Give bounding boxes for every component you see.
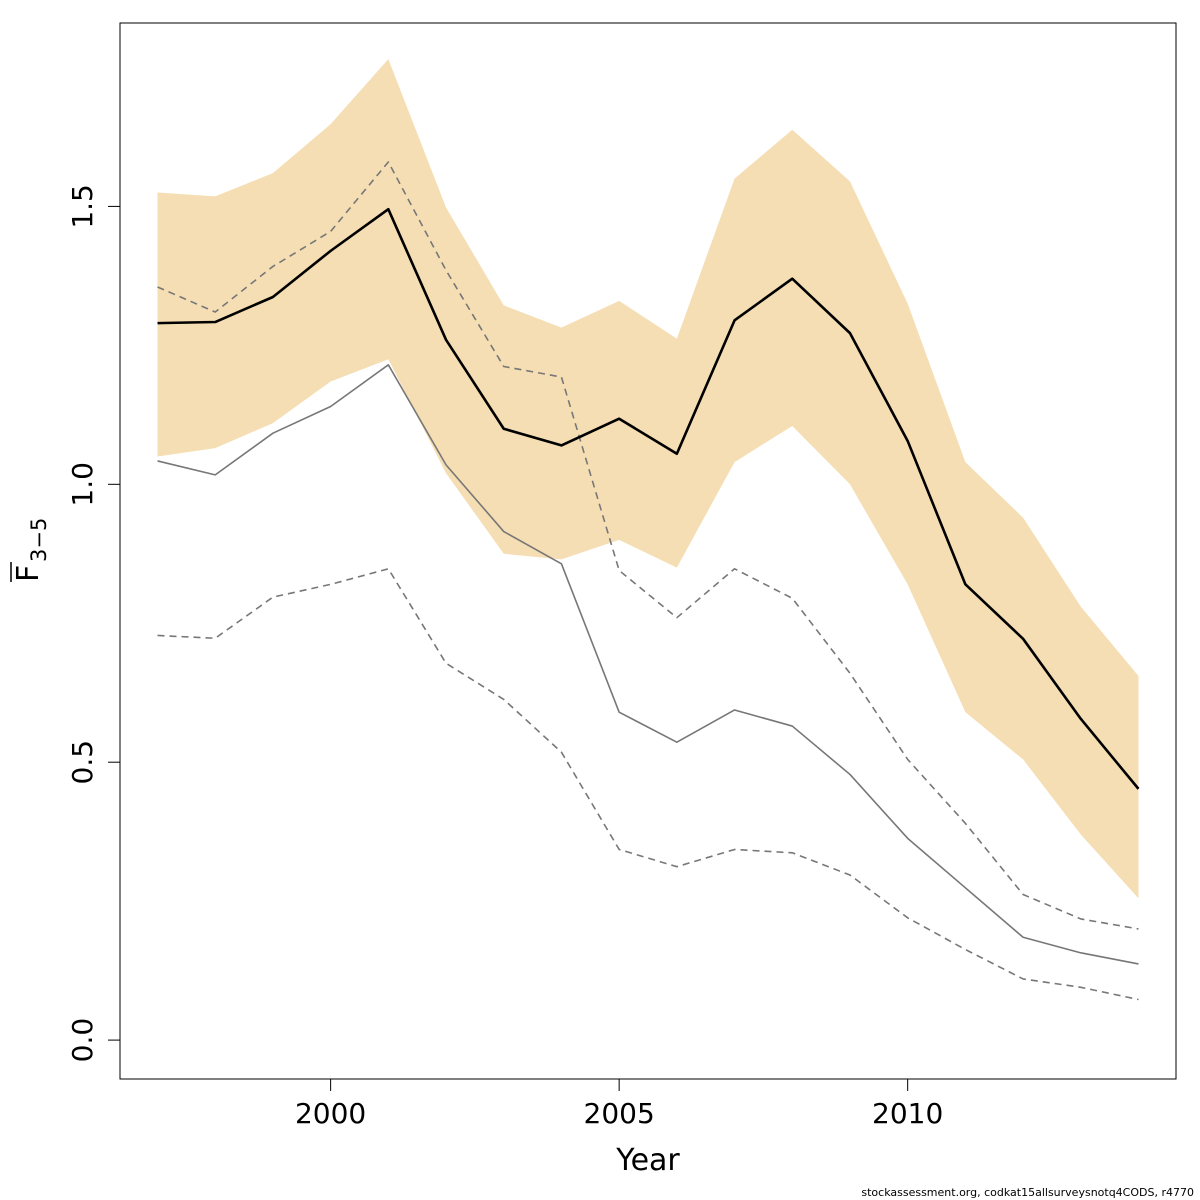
y-axis-title-subscript: 3−5 <box>27 518 51 562</box>
confidence-band <box>157 59 1139 899</box>
comparison-upper-dashed-line <box>157 161 1139 930</box>
y-axis-title: F 3−5 <box>10 518 51 582</box>
x-tick-label: 2005 <box>584 1097 655 1130</box>
y-tick-label: 0.0 <box>66 1018 99 1063</box>
footer-source: stockassessment.org, codkat15allsurveysn… <box>861 1186 1194 1199</box>
plot-area <box>157 59 1140 1001</box>
comparison-estimate-line <box>157 364 1139 965</box>
y-axis-title-main: F <box>11 565 46 582</box>
x-axis-title: Year <box>615 1143 680 1178</box>
axes: 2000 2005 2010 0.0 0.5 1.0 1.5 <box>66 184 943 1130</box>
y-tick-label: 0.5 <box>66 740 99 785</box>
y-tick-label: 1.5 <box>66 184 99 229</box>
estimate-line <box>157 207 1140 790</box>
y-tick-label: 1.0 <box>66 462 99 507</box>
x-tick-label: 2000 <box>295 1097 366 1130</box>
x-tick-label: 2010 <box>872 1097 943 1130</box>
